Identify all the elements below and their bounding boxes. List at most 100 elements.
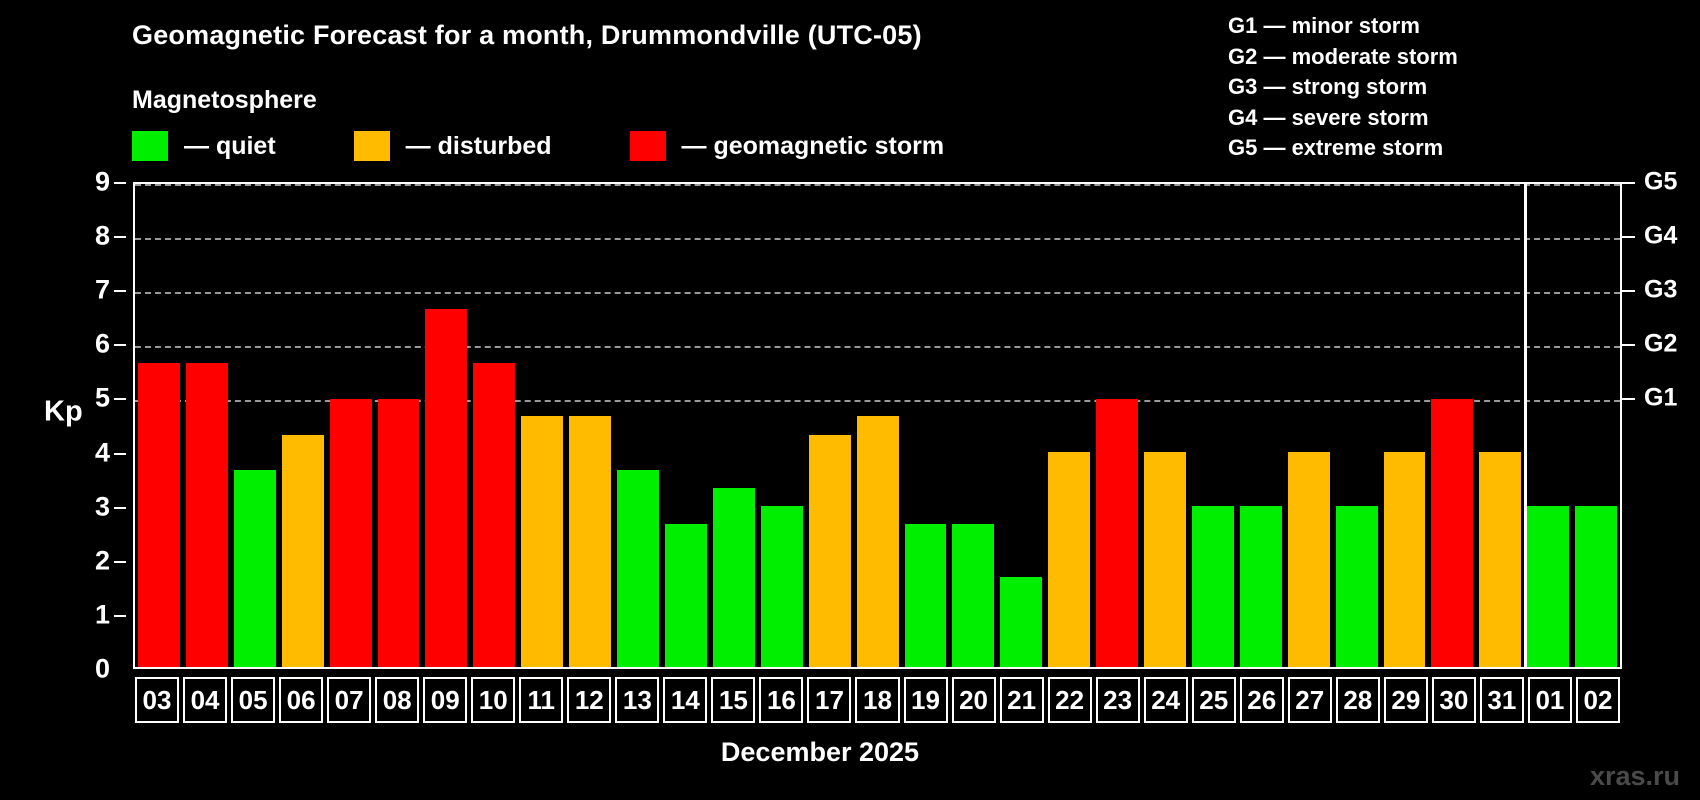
bar-day-09[interactable] [425,309,468,667]
day-label-07[interactable]: 07 [327,677,372,723]
day-label-16[interactable]: 16 [759,677,804,723]
bar-day-23[interactable] [1096,398,1139,667]
bar-day-15[interactable] [712,488,755,667]
forecast-divider-line [1524,184,1528,667]
legend-label: — quiet [184,131,276,160]
y-tick-label: 0 [94,653,110,684]
bar-day-14[interactable] [664,523,707,667]
bar-day-18[interactable] [856,416,899,667]
bar-slot [422,184,470,667]
bar-day-17[interactable] [808,434,851,667]
day-label-20[interactable]: 20 [951,677,996,723]
legend-label: — geomagnetic storm [681,131,945,160]
g-scale-legend-line: G3 — strong storm [1228,74,1428,99]
bar-day-21[interactable] [1000,577,1043,667]
day-label-25[interactable]: 25 [1191,677,1236,723]
legend-swatch-disturbed-icon [353,131,390,161]
bar-slot [1381,184,1429,667]
g-scale-legend-line: G4 — severe storm [1228,104,1429,130]
g-tick-mark [1622,182,1635,184]
day-label-22[interactable]: 22 [1047,677,1092,723]
day-label-24[interactable]: 24 [1143,677,1188,723]
magnetosphere-legend: — quiet — disturbed — geomagnetic storm [132,131,1022,161]
day-label-05[interactable]: 05 [231,677,276,723]
legend-item-storm: — geomagnetic storm [629,131,945,161]
day-label-10[interactable]: 10 [471,677,516,723]
bar-slot [1285,184,1333,667]
day-label-01[interactable]: 01 [1527,677,1572,723]
bar-day-22[interactable] [1048,452,1091,667]
g-tick-mark [1622,290,1635,293]
bar-day-27[interactable] [1287,452,1330,667]
y-tick-mark [114,182,126,184]
day-label-13[interactable]: 13 [615,677,660,723]
g-scale-legend-line: G2 — moderate storm [1228,43,1458,69]
day-label-30[interactable]: 30 [1431,677,1476,723]
bar-day-07[interactable] [329,398,372,667]
day-label-19[interactable]: 19 [903,677,948,723]
g-tick-mark [1622,398,1635,401]
bar-day-28[interactable] [1335,506,1378,667]
bar-slot [1428,184,1476,667]
bar-slot [1141,184,1189,667]
bar-slot [949,184,997,667]
day-label-09[interactable]: 09 [423,677,468,723]
bar-day-05[interactable] [233,470,276,667]
bar-day-29[interactable] [1383,452,1426,667]
watermark: xras.ru [1589,761,1680,791]
bar-day-26[interactable] [1239,506,1282,667]
page-title: Geomagnetic Forecast for a month, Drummo… [132,20,922,50]
bar-slot [1045,184,1093,667]
g-tick-label-g3: G3 [1644,275,1678,304]
bar-day-11[interactable] [521,416,564,667]
bar-day-08[interactable] [377,398,420,667]
y-tick-label: 4 [94,437,110,468]
bar-day-16[interactable] [760,506,803,667]
bar-day-03[interactable] [138,362,180,667]
gridline [135,292,1620,295]
bar-slot [279,184,327,667]
magnetosphere-label: Magnetosphere [132,86,317,114]
g-tick-label-g5: G5 [1644,167,1678,196]
bar-day-04[interactable] [185,362,228,667]
day-label-06[interactable]: 06 [279,677,324,723]
y-tick-mark [114,344,126,347]
day-label-12[interactable]: 12 [567,677,612,723]
day-label-17[interactable]: 17 [807,677,852,723]
bar-slot [806,184,854,667]
g-scale-legend-line: G5 — extreme storm [1228,135,1444,160]
day-label-21[interactable]: 21 [999,677,1044,723]
day-label-15[interactable]: 15 [711,677,756,723]
day-label-03[interactable]: 03 [135,677,180,723]
day-label-26[interactable]: 26 [1239,677,1284,723]
g-scale-legend: G1 — minor storm G2 — moderate storm G3 — … [1228,11,1458,164]
bar-day-06[interactable] [281,434,324,667]
bar-day-02[interactable] [1575,506,1618,667]
bar-day-10[interactable] [473,362,516,667]
day-label-29[interactable]: 29 [1383,677,1428,723]
bar-day-19[interactable] [904,523,947,667]
bar-day-13[interactable] [617,470,659,667]
day-label-18[interactable]: 18 [855,677,900,723]
day-label-14[interactable]: 14 [663,677,708,723]
y-tick-label: 7 [94,274,110,305]
day-label-08[interactable]: 08 [375,677,420,723]
bar-slot [375,184,423,667]
day-label-02[interactable]: 02 [1575,677,1620,723]
day-label-28[interactable]: 28 [1335,677,1380,723]
bar-day-12[interactable] [569,416,612,667]
day-label-04[interactable]: 04 [183,677,228,723]
bar-day-01[interactable] [1527,506,1570,667]
bar-day-20[interactable] [952,523,995,667]
bar-slot [614,184,662,667]
day-axis: 03 04 05 06 07 08 09 10 11 12 13 14 15 16 17 18 19 20 21 22… [133,677,1622,723]
day-label-31[interactable]: 31 [1479,677,1524,723]
bar-day-31[interactable] [1479,452,1522,667]
bar-day-25[interactable] [1191,506,1234,667]
day-label-27[interactable]: 27 [1287,677,1332,723]
day-label-23[interactable]: 23 [1095,677,1140,723]
bar-day-24[interactable] [1144,452,1186,667]
day-label-11[interactable]: 11 [519,677,564,723]
bar-day-30[interactable] [1431,398,1474,667]
y-tick-mark [114,452,126,455]
